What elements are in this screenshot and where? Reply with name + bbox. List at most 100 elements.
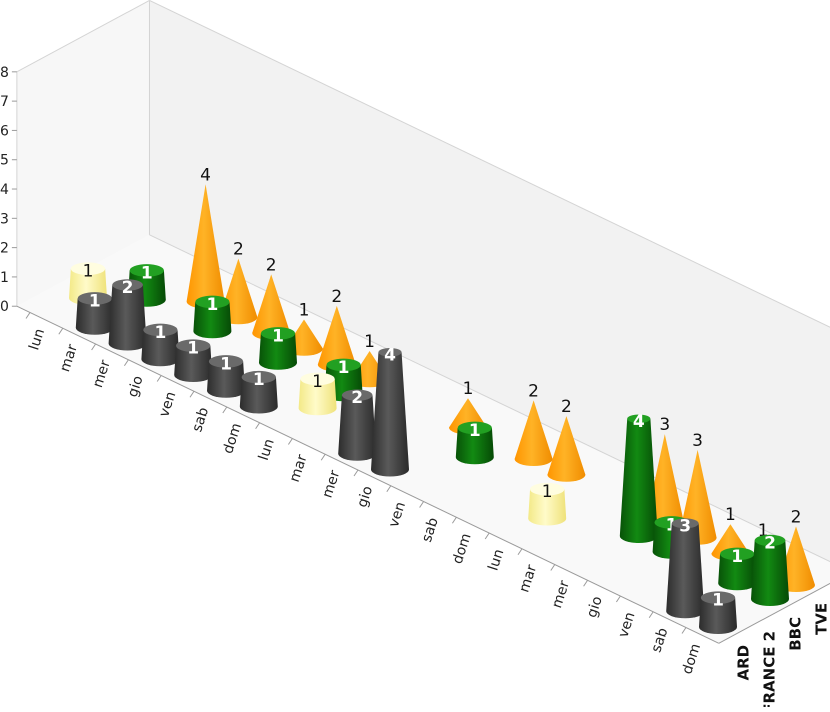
cone-top (70, 262, 106, 276)
x-tick-mark (419, 501, 425, 508)
x-tick-label: mer (90, 358, 114, 390)
cone-ard: 4 (371, 345, 409, 477)
data-label: 2 (528, 381, 539, 401)
x-tick-mark (123, 359, 129, 367)
x-tick-mark (156, 375, 162, 382)
x-tick-label: ven (615, 610, 638, 639)
cone-body (371, 352, 409, 477)
x-tick-mark (189, 390, 195, 398)
y-tick-label: 0 (0, 299, 9, 315)
cone-ard: 1 (699, 591, 737, 634)
cone-tve: 2 (317, 287, 356, 372)
cone-tve: 2 (252, 255, 291, 340)
x-tick-mark (58, 327, 64, 335)
y-tick-label: 5 (0, 153, 9, 169)
x-tick-label: mer (549, 578, 573, 610)
cone-bbc: 1 (718, 547, 757, 591)
series-axis-label: TVE (812, 603, 830, 635)
x-tick-label: gio (584, 594, 606, 619)
cone-france-2: 1 (528, 482, 567, 526)
cone-ard: 1 (75, 291, 114, 335)
data-label: 1 (731, 547, 743, 567)
cone-tve: 2 (547, 397, 586, 482)
cone-body (207, 361, 245, 398)
x-tick-label: gio (354, 484, 376, 509)
cone-body (338, 395, 377, 461)
cone-body (141, 329, 180, 367)
cone-body (528, 489, 567, 526)
data-label: 2 (764, 533, 776, 553)
x-tick-mark (615, 595, 621, 603)
data-label: 2 (266, 255, 277, 275)
x-tick-label: lun (26, 327, 48, 353)
data-label: 1 (206, 295, 218, 315)
x-tick-mark (320, 453, 326, 461)
cone-body (174, 345, 213, 382)
data-label: 2 (351, 388, 363, 408)
data-label: 1 (187, 339, 199, 359)
data-label: 1 (253, 370, 265, 390)
data-label: 4 (200, 165, 211, 185)
data-label: 1 (299, 300, 310, 320)
cone-ard: 2 (338, 388, 377, 461)
cone-top (700, 591, 736, 605)
x-tick-label: gio (125, 374, 147, 399)
x-tick-label: sab (649, 626, 672, 655)
cone-top (378, 348, 402, 357)
y-axis: 0 1 2 3 4 5 6 7 8 (0, 65, 17, 315)
x-tick-mark (222, 406, 228, 414)
back-wall (149, 0, 830, 562)
x-tick-label: dom (220, 421, 245, 456)
cone-body (751, 540, 789, 606)
data-label: 1 (83, 262, 94, 282)
cone-ard: 1 (174, 339, 213, 382)
cone-ard: 2 (108, 278, 147, 351)
cone-body (75, 298, 114, 335)
cone-ard: 3 (666, 516, 705, 619)
x-tick-mark (255, 422, 261, 430)
x-tick-mark (484, 532, 490, 540)
cone-top (241, 370, 276, 384)
x-tick-label: sab (419, 516, 442, 545)
data-label: 1 (469, 421, 481, 441)
cone-body (547, 416, 586, 482)
cone-tve: 4 (186, 165, 225, 309)
data-label: 1 (272, 326, 284, 346)
x-tick-label: mer (320, 468, 344, 500)
cone-body (193, 301, 232, 339)
data-label: 1 (141, 263, 153, 283)
cone-bbc: 1 (455, 421, 494, 465)
left-wall (16, 0, 150, 307)
cone-body (298, 378, 337, 416)
cone-top (341, 389, 373, 401)
cone-ard: 1 (141, 323, 180, 367)
cone-top (457, 421, 492, 435)
data-label: 1 (220, 354, 232, 374)
cone-body (108, 284, 147, 351)
cone-bbc: 2 (751, 533, 789, 606)
x-tick-label: lun (486, 547, 508, 573)
data-label: 1 (89, 291, 101, 311)
x-axis-line (16, 305, 720, 644)
x-tick-label: ven (156, 390, 179, 419)
cone-body (252, 274, 291, 340)
data-label: 1 (154, 323, 166, 343)
data-label: 4 (633, 412, 645, 432)
y-tick-label: 3 (0, 211, 9, 227)
x-tick-mark (91, 343, 97, 351)
cone-top (720, 547, 755, 561)
cone-bbc: 1 (193, 295, 232, 339)
cone-top (671, 518, 699, 529)
x-tick-label: mar (57, 342, 81, 374)
data-label: 1 (364, 332, 375, 352)
y-tick-label: 6 (0, 123, 9, 139)
x-tick-label: dom (679, 642, 704, 677)
cone-ard: 1 (207, 354, 245, 398)
data-label: 3 (659, 415, 670, 435)
cone-top (176, 339, 211, 353)
data-label: 1 (666, 515, 678, 535)
cone-body (259, 333, 297, 370)
